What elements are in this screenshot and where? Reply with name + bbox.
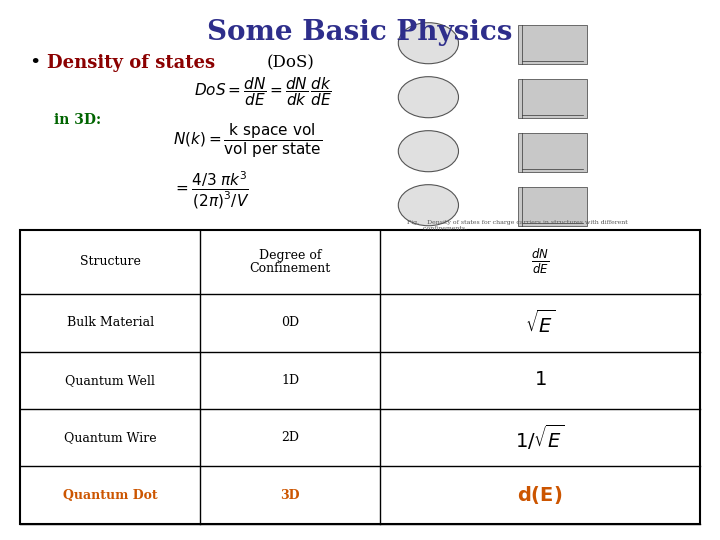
Text: $1/\sqrt{E}$: $1/\sqrt{E}$ xyxy=(516,423,565,453)
Ellipse shape xyxy=(398,185,459,226)
Text: 1D: 1D xyxy=(282,374,300,387)
Text: $= \dfrac{4/3\;\pi k^3}{(2\pi)^3/V}$: $= \dfrac{4/3\;\pi k^3}{(2\pi)^3/V}$ xyxy=(173,170,249,211)
Text: Confinement: Confinement xyxy=(250,262,331,275)
Bar xyxy=(518,25,587,64)
Text: Quantum Dot: Quantum Dot xyxy=(63,489,158,502)
Text: Fig.    Density of states for charge carriers in structures with different
     : Fig. Density of states for charge carrie… xyxy=(407,220,628,231)
Text: $N(k) = \dfrac{\mathrm{k\ space\ vol}}{\mathrm{vol\ per\ state}}$: $N(k) = \dfrac{\mathrm{k\ space\ vol}}{\… xyxy=(173,122,322,160)
Text: 2D: 2D xyxy=(282,431,300,444)
Ellipse shape xyxy=(398,131,459,172)
Text: Some Basic Physics: Some Basic Physics xyxy=(207,19,513,46)
Text: in 3D:: in 3D: xyxy=(54,113,101,127)
Text: $DoS = \dfrac{dN}{dE} = \dfrac{dN}{dk}\,\dfrac{dk}{dE}$: $DoS = \dfrac{dN}{dE} = \dfrac{dN}{dk}\,… xyxy=(194,76,333,109)
Text: Structure: Structure xyxy=(80,255,140,268)
Text: 3D: 3D xyxy=(281,489,300,502)
Text: $\mathbf{d(E)}$: $\mathbf{d(E)}$ xyxy=(518,484,563,506)
Text: Quantum Wire: Quantum Wire xyxy=(64,431,156,444)
Ellipse shape xyxy=(398,77,459,118)
Text: Density of states: Density of states xyxy=(47,54,215,72)
Text: $1$: $1$ xyxy=(534,372,546,389)
Text: •: • xyxy=(29,54,40,72)
Text: (DoS): (DoS) xyxy=(266,54,314,71)
Text: Bulk Material: Bulk Material xyxy=(67,316,154,329)
Text: Quantum Well: Quantum Well xyxy=(66,374,155,387)
Text: $\frac{dN}{dE}$: $\frac{dN}{dE}$ xyxy=(531,247,549,276)
Text: Degree of: Degree of xyxy=(259,249,322,262)
Text: $\sqrt{E}$: $\sqrt{E}$ xyxy=(525,309,555,336)
Bar xyxy=(518,187,587,226)
Text: 0D: 0D xyxy=(282,316,300,329)
Bar xyxy=(518,133,587,172)
Ellipse shape xyxy=(398,23,459,64)
Bar xyxy=(518,79,587,118)
Bar xyxy=(20,230,700,524)
